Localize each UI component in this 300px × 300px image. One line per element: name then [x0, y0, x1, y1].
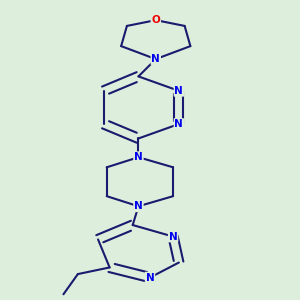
- Text: N: N: [175, 119, 183, 129]
- Text: N: N: [152, 54, 160, 64]
- Text: N: N: [134, 201, 143, 211]
- Text: N: N: [175, 86, 183, 96]
- Text: O: O: [152, 15, 160, 25]
- Text: N: N: [169, 232, 178, 242]
- Text: N: N: [146, 272, 154, 283]
- Text: N: N: [134, 152, 143, 162]
